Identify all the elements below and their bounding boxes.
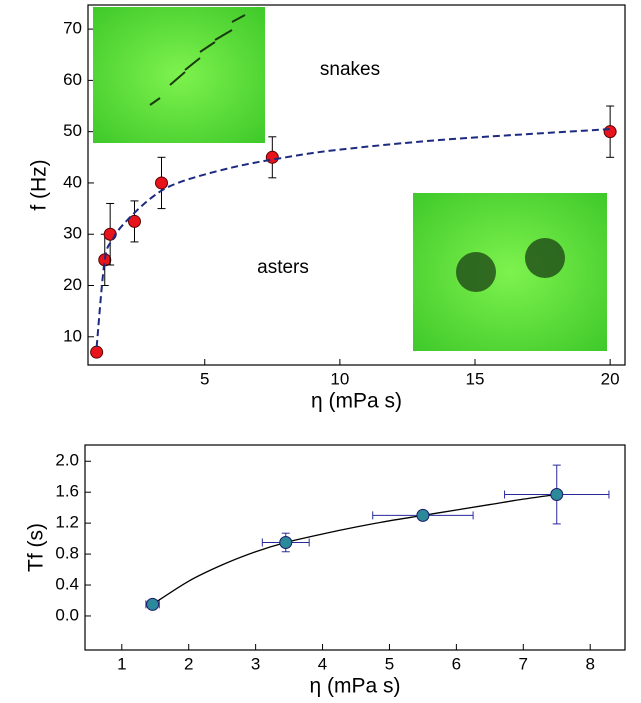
inset-aster (525, 238, 565, 278)
x-tick-label: 5 (200, 369, 209, 388)
x-tick-label: 2 (184, 654, 193, 673)
data-point (416, 508, 430, 522)
plot-frame (84, 444, 626, 651)
x-tick-label: 4 (318, 654, 327, 673)
y-tick-label: 70 (63, 19, 82, 38)
data-point (90, 345, 104, 359)
x-tick-label: 1 (117, 654, 126, 673)
inset-snake-marks (149, 14, 246, 106)
data-point (127, 214, 141, 228)
x-tick-label: 3 (251, 654, 260, 673)
y-tick-label: 0.0 (55, 605, 79, 624)
annotation: snakes (320, 59, 380, 80)
y-axis-label: f (Hz) (28, 159, 51, 210)
x-tick-label: 15 (466, 369, 485, 388)
x-tick-label: 8 (585, 654, 594, 673)
data-point (603, 125, 617, 139)
x-tick-label: 5 (385, 654, 394, 673)
y-tick-label: 10 (63, 326, 82, 345)
y-tick-label: 30 (63, 224, 82, 243)
y-tick-label: 1.6 (55, 482, 79, 501)
y-tick-label: 60 (63, 70, 82, 89)
x-tick-label: 7 (519, 654, 528, 673)
data-point (279, 535, 293, 549)
data-point (265, 150, 279, 164)
inset-image-asters (413, 193, 607, 351)
x-tick-label: 6 (452, 654, 461, 673)
x-axis-label: η (mPa s) (311, 390, 402, 413)
data-point (146, 597, 160, 611)
x-axis-label: η (mPa s) (309, 675, 400, 698)
y-tick-label: 0.4 (55, 575, 79, 594)
y-tick-label: 2.0 (55, 451, 79, 470)
x-tick-label: 10 (330, 369, 349, 388)
inset-image-snakes (93, 7, 265, 143)
plot-frame (87, 4, 626, 366)
y-tick-label: 50 (63, 121, 82, 140)
x-tick-label: 20 (601, 369, 620, 388)
y-tick-label: 40 (63, 172, 82, 191)
y-tick-label: 0.8 (55, 544, 79, 563)
y-tick-label: 20 (63, 275, 82, 294)
y-tick-label: 1.2 (55, 513, 79, 532)
data-point (155, 176, 169, 190)
annotation: asters (257, 257, 309, 278)
inset-aster (456, 252, 496, 292)
fit-line (152, 493, 557, 605)
fit-line (95, 128, 611, 348)
data-point (550, 488, 564, 502)
y-axis-label: Tf (s) (25, 523, 48, 572)
